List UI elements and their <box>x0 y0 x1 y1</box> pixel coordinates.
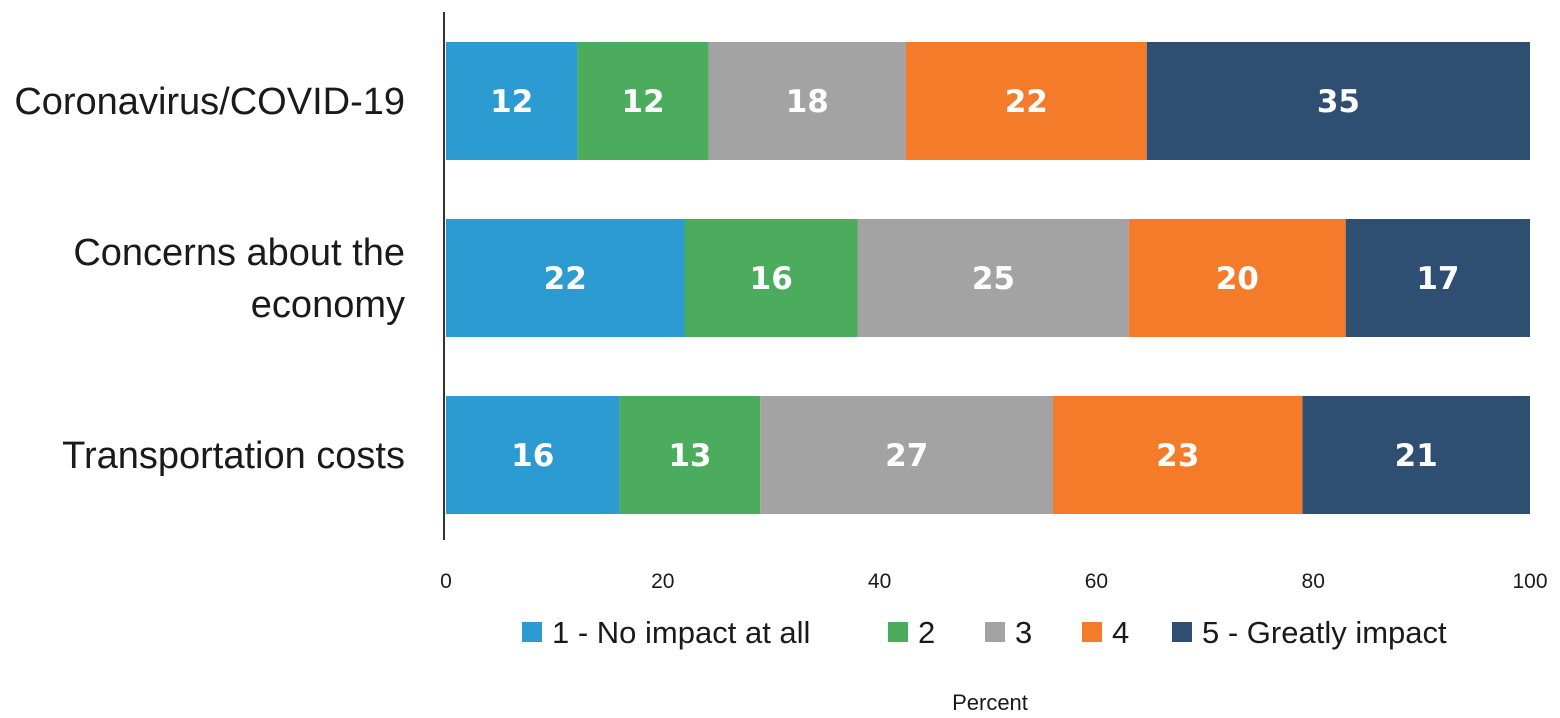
legend-swatch <box>888 622 908 642</box>
category-label: Coronavirus/COVID-19 <box>14 81 405 123</box>
x-tick-label: 60 <box>1085 570 1108 593</box>
data-label: 35 <box>1317 84 1360 120</box>
legend-swatch <box>522 622 542 642</box>
bar-segment-1-5 <box>1146 42 1530 160</box>
data-label: 13 <box>668 438 711 474</box>
bar-segment-2-5 <box>1345 219 1530 337</box>
x-tick-label: 40 <box>868 570 891 593</box>
bar-segment-3-2 <box>619 396 761 514</box>
x-tick-label: 0 <box>440 570 452 593</box>
data-label: 12 <box>622 84 665 120</box>
bar-segment-2-1 <box>446 219 685 337</box>
data-label: 25 <box>972 261 1015 297</box>
legend-label: 5 - Greatly impact <box>1202 615 1447 650</box>
data-label: 27 <box>885 438 928 474</box>
bar-segment-2-3 <box>857 219 1129 337</box>
data-label: 12 <box>490 84 533 120</box>
bar-segment-3-1 <box>446 396 620 514</box>
data-label: 20 <box>1216 261 1259 297</box>
bar-segment-3-5 <box>1302 396 1530 514</box>
category-labels: Coronavirus/COVID-19 Concerns about the ec… <box>14 81 405 477</box>
legend-swatch <box>1172 622 1192 642</box>
x-tick-label: 80 <box>1302 570 1325 593</box>
legend-swatch <box>985 622 1005 642</box>
x-axis-title: Percent <box>952 690 1028 715</box>
data-label: 21 <box>1395 438 1438 474</box>
data-label: 16 <box>511 438 554 474</box>
bar-segment-1-2 <box>577 42 709 160</box>
category-label: Concerns about the economy <box>73 232 405 326</box>
bar-segment-1-3 <box>708 42 906 160</box>
data-label: 16 <box>750 261 793 297</box>
legend: 1 - No impact at all 2 3 4 5 - Greatly impac… <box>522 615 1447 650</box>
bar-segment-1-4 <box>905 42 1147 160</box>
legend-label: 1 - No impact at all <box>552 615 810 650</box>
data-label: 17 <box>1416 261 1459 297</box>
data-label: 23 <box>1156 438 1199 474</box>
legend-label: 4 <box>1112 615 1129 650</box>
x-tick-label: 100 <box>1512 570 1547 593</box>
bar-segment-3-3 <box>760 396 1054 514</box>
bar-segment-3-4 <box>1053 396 1303 514</box>
legend-label: 3 <box>1015 615 1032 650</box>
bars-group: 12 12 18 22 35 22 16 25 20 17 16 13 27 23 21 <box>446 42 1530 514</box>
bar-segment-2-2 <box>684 219 858 337</box>
category-label: Transportation costs <box>62 435 405 477</box>
legend-label: 2 <box>918 615 935 650</box>
x-tick-label: 20 <box>651 570 674 593</box>
bar-segment-1-1 <box>446 42 578 160</box>
x-tick-labels: 0 20 40 60 80 100 <box>440 570 1547 593</box>
data-label: 18 <box>786 84 829 120</box>
data-label: 22 <box>544 261 587 297</box>
data-label: 22 <box>1005 84 1048 120</box>
legend-swatch <box>1082 622 1102 642</box>
bar-segment-2-4 <box>1128 219 1346 337</box>
